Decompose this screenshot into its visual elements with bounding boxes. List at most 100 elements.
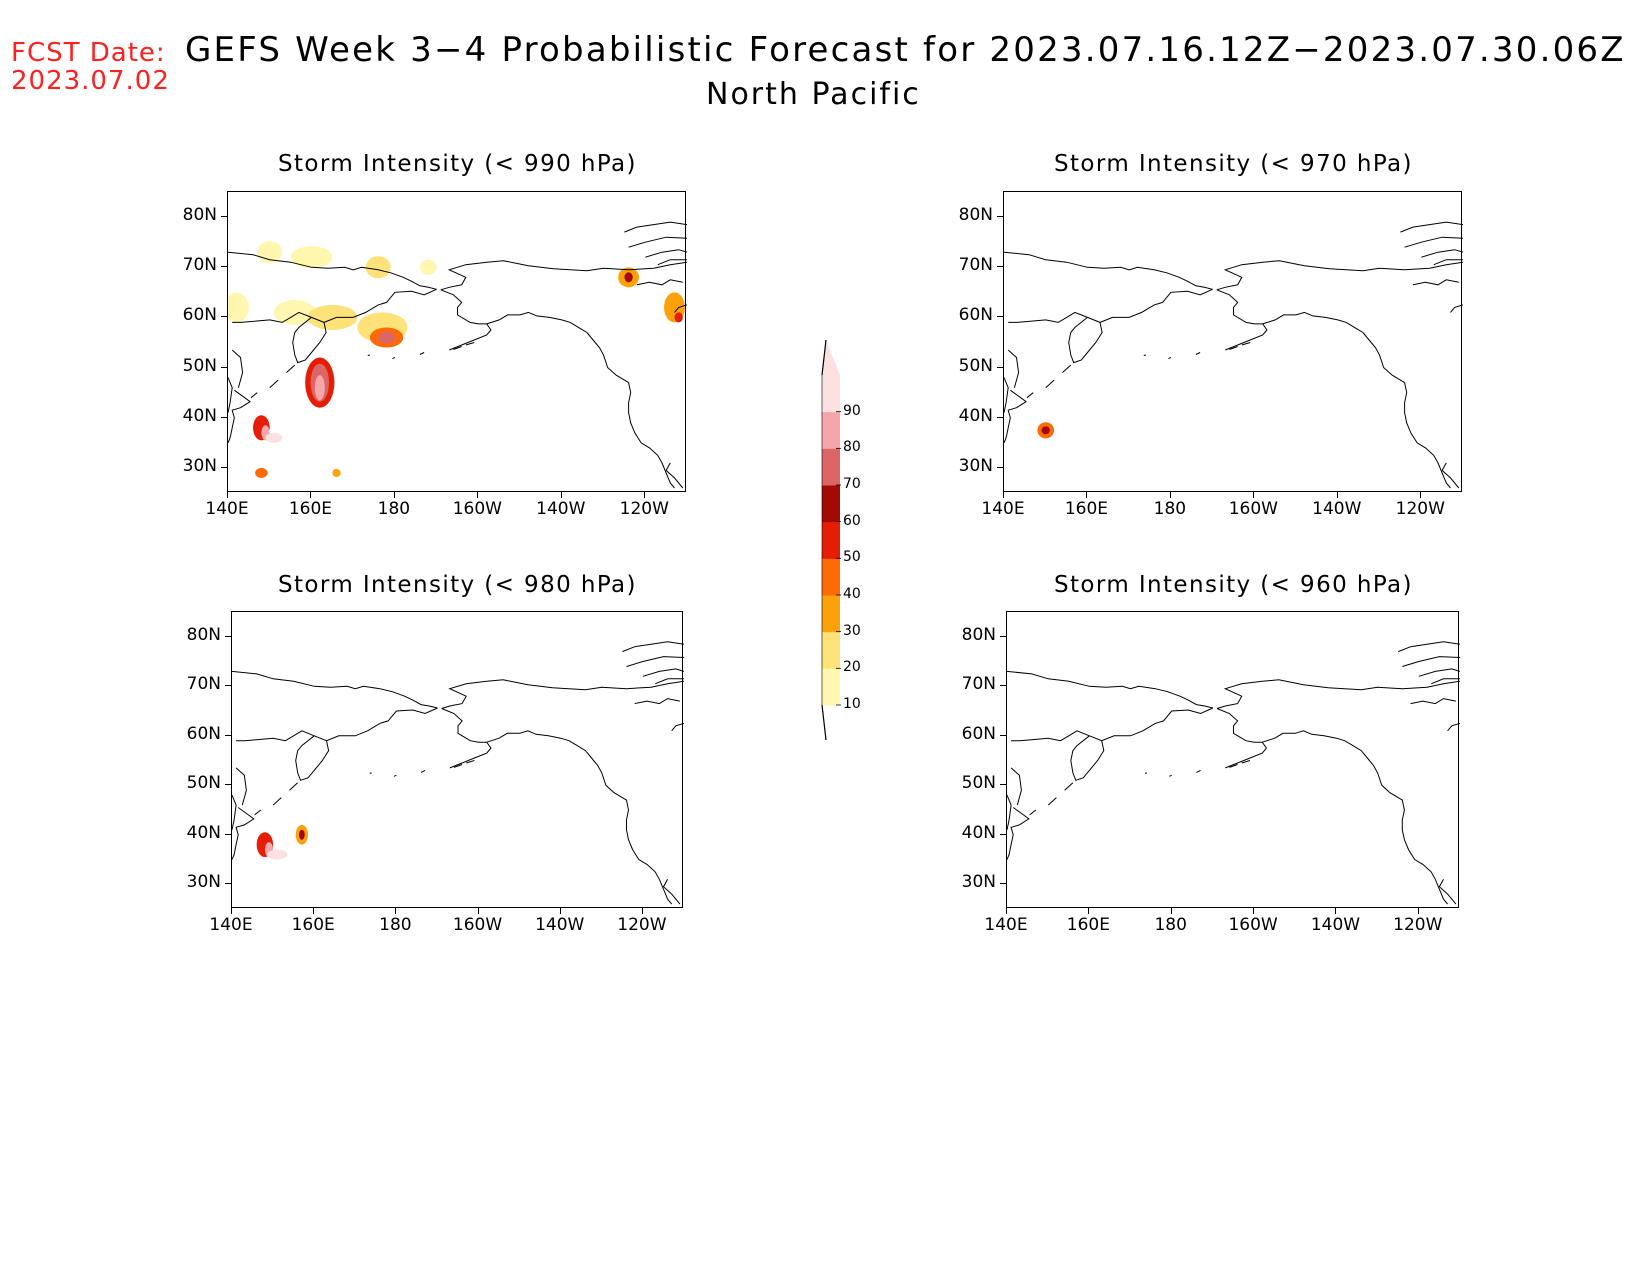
lat-tick	[1000, 685, 1006, 687]
lat-tick	[1000, 784, 1006, 786]
lat-label: 70N	[961, 674, 996, 695]
coastline	[292, 317, 327, 364]
coastline	[466, 760, 475, 764]
panel-title-990: Storm Intensity (< 990 hPa)	[278, 151, 637, 177]
lat-label: 30N	[961, 872, 996, 893]
lat-tick	[221, 316, 227, 318]
coastline	[1004, 377, 1009, 413]
coastline	[1262, 730, 1448, 905]
lon-tick	[1336, 492, 1338, 498]
coastline	[622, 641, 684, 653]
lat-tick	[1000, 833, 1006, 835]
lon-label: 120W	[619, 499, 669, 519]
map-panel-960	[1006, 611, 1460, 908]
colorbar-label: 30	[843, 622, 861, 639]
lat-tick	[225, 685, 231, 687]
coastline	[1404, 236, 1463, 248]
coastline	[1169, 774, 1172, 777]
lat-tick	[225, 883, 231, 885]
coastline	[486, 311, 675, 489]
coastline	[1400, 221, 1463, 233]
lat-label: 40N	[186, 822, 221, 843]
lat-label: 50N	[958, 355, 993, 376]
coastline	[1229, 346, 1238, 350]
coastline	[1410, 698, 1456, 705]
lon-tick	[1420, 492, 1422, 498]
lon-label: 140E	[981, 499, 1025, 519]
coastline	[1441, 462, 1460, 489]
colorbar-label: 70	[843, 476, 861, 492]
coastline	[662, 879, 681, 905]
colorbar-label: 40	[843, 586, 861, 602]
coastline	[1047, 797, 1057, 806]
coastline	[228, 377, 233, 413]
lat-tick	[1000, 883, 1006, 885]
coastline	[367, 354, 371, 356]
coastline	[440, 289, 492, 351]
lat-tick	[221, 366, 227, 368]
lon-label: 140W	[536, 499, 586, 519]
lat-tick	[997, 316, 1003, 318]
lat-label: 60N	[182, 305, 217, 326]
coastline	[1450, 304, 1463, 313]
lon-label: 160E	[288, 499, 333, 519]
coastline	[671, 722, 684, 732]
colorbar-segment	[822, 521, 840, 559]
lon-tick	[641, 908, 643, 914]
lat-label: 80N	[186, 624, 221, 645]
coastline	[634, 698, 680, 705]
colorbar-label: 80	[843, 439, 861, 456]
coastline	[626, 656, 684, 667]
coastline	[419, 352, 425, 355]
coastline	[1068, 317, 1103, 364]
coastline	[1229, 764, 1238, 768]
coastline	[441, 708, 492, 769]
coastline	[1004, 251, 1213, 290]
lat-tick	[997, 216, 1003, 218]
coastline	[1216, 260, 1463, 291]
coastline	[295, 735, 330, 781]
lon-tick	[477, 492, 479, 498]
colorbar-label: 90	[843, 402, 861, 419]
coastline	[1216, 289, 1268, 351]
probability-shading	[332, 468, 341, 477]
probability-shading	[255, 467, 268, 478]
page-title: GEFS Week 3−4 Probabilistic Forecast for…	[185, 30, 1626, 70]
lon-label: 180	[1153, 499, 1187, 519]
lon-label: 160W	[452, 499, 502, 519]
lon-label: 160W	[452, 915, 503, 935]
coastline	[1216, 708, 1268, 769]
lon-tick	[1253, 492, 1255, 498]
colorbar-segment	[822, 375, 840, 413]
map-panel-980	[231, 611, 684, 908]
lat-label: 30N	[958, 455, 993, 476]
coastline	[657, 259, 687, 266]
lat-label: 80N	[958, 205, 993, 226]
probability-shading	[298, 829, 305, 840]
lat-label: 60N	[961, 723, 996, 744]
lon-tick	[560, 492, 562, 498]
coastline	[1007, 349, 1020, 388]
lat-tick	[1000, 635, 1006, 637]
coastline	[486, 730, 673, 905]
coastline	[1026, 392, 1034, 399]
lat-tick	[221, 416, 227, 418]
lon-tick	[227, 492, 228, 498]
coastline	[1062, 364, 1072, 373]
lat-tick	[221, 216, 227, 218]
fcst-date-label: FCST Date:	[11, 38, 166, 68]
lon-label: 140W	[1312, 499, 1362, 519]
colorbar-cap-top	[822, 340, 840, 375]
coastline	[1064, 782, 1074, 791]
lat-label: 70N	[186, 674, 221, 695]
coastline	[232, 288, 437, 323]
lon-tick	[1169, 492, 1171, 498]
panel-title-970: Storm Intensity (< 970 hPa)	[1054, 151, 1413, 177]
coastline	[645, 249, 687, 258]
coastline	[440, 260, 687, 291]
coastline	[286, 364, 296, 373]
lon-tick	[1170, 908, 1172, 914]
coastline	[655, 678, 684, 685]
lon-label: 160E	[1064, 499, 1109, 519]
probability-shading	[624, 272, 633, 283]
